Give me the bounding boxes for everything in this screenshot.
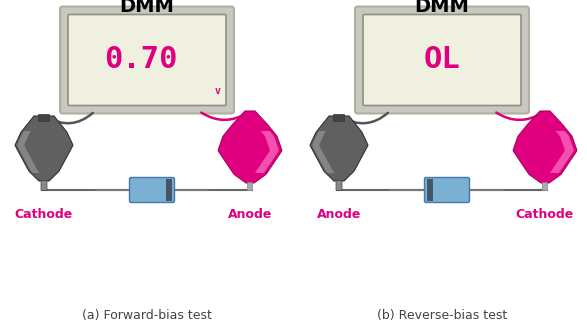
Text: DMM: DMM — [414, 0, 470, 15]
Bar — [166, 179, 172, 201]
Text: (a) Forward-bias test: (a) Forward-bias test — [82, 309, 212, 321]
Text: Anode: Anode — [317, 208, 361, 221]
Text: DMM: DMM — [120, 0, 174, 15]
FancyBboxPatch shape — [68, 14, 226, 106]
Text: Cathode: Cathode — [15, 208, 73, 221]
FancyBboxPatch shape — [130, 177, 174, 202]
Polygon shape — [218, 111, 282, 183]
Text: Anode: Anode — [228, 208, 272, 221]
FancyBboxPatch shape — [336, 180, 342, 191]
FancyBboxPatch shape — [355, 7, 529, 113]
Text: v: v — [215, 86, 221, 96]
FancyBboxPatch shape — [41, 180, 47, 191]
Text: Cathode: Cathode — [516, 208, 574, 221]
FancyBboxPatch shape — [424, 177, 470, 202]
FancyBboxPatch shape — [60, 7, 234, 113]
Text: OL: OL — [424, 46, 460, 74]
Text: (b) Reverse-bias test: (b) Reverse-bias test — [377, 309, 507, 321]
Polygon shape — [550, 131, 574, 173]
Bar — [427, 179, 433, 201]
Polygon shape — [513, 111, 577, 183]
FancyBboxPatch shape — [333, 114, 345, 121]
Polygon shape — [310, 116, 368, 181]
Polygon shape — [255, 131, 279, 173]
Polygon shape — [18, 131, 40, 173]
FancyBboxPatch shape — [248, 182, 252, 191]
Polygon shape — [15, 116, 73, 181]
Text: 0.70: 0.70 — [104, 46, 178, 74]
FancyBboxPatch shape — [363, 14, 521, 106]
Polygon shape — [312, 131, 335, 173]
FancyBboxPatch shape — [542, 182, 548, 191]
FancyBboxPatch shape — [39, 114, 49, 121]
